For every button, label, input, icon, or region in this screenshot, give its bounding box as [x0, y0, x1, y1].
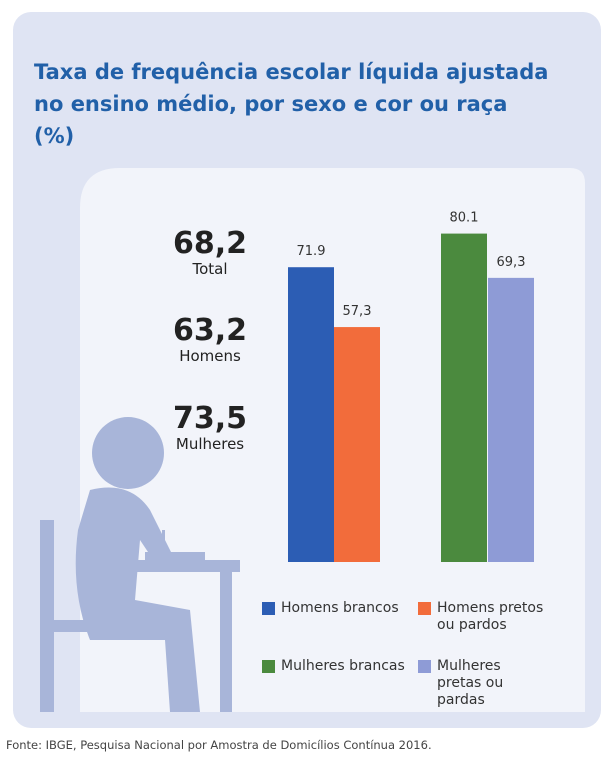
legend-item: Mulheres pretas ou pardas — [418, 658, 547, 709]
stat: 73,5 Mulheres — [140, 401, 280, 454]
value-label: 71.9 — [297, 244, 326, 259]
value-label: 69,3 — [497, 255, 526, 270]
stat-value: 73,5 — [172, 401, 248, 436]
legend-item: Mulheres brancas — [262, 658, 409, 675]
legend-label: Mulheres pretas ou pardas — [437, 658, 504, 708]
chart-title: Taxa de frequência escolar líquida ajust… — [34, 60, 549, 148]
stat-value: 68,2 — [172, 226, 248, 261]
legend-swatch — [262, 660, 275, 673]
stat-label: Total — [192, 260, 228, 278]
bar — [441, 233, 487, 562]
student-illustration — [40, 417, 240, 712]
source: Fonte: IBGE, Pesquisa Nacional por Amost… — [6, 738, 432, 752]
bar — [334, 327, 380, 562]
value-label: 57,3 — [343, 304, 372, 319]
legend-label: Homens brancos — [281, 600, 399, 616]
stat-label: Mulheres — [175, 435, 245, 453]
value-label: 80.1 — [450, 211, 479, 226]
stat-label: Homens — [179, 347, 241, 365]
legend-swatch — [418, 660, 431, 673]
legend-swatch — [262, 602, 275, 615]
bar — [288, 267, 334, 562]
legend-item: Homens brancos — [262, 600, 409, 617]
legend-item: Homens pretos ou pardos — [418, 600, 547, 634]
stat: 68,2 Total — [140, 226, 280, 279]
legend-label: Homens pretos ou pardos — [437, 600, 544, 633]
legend-label: Mulheres brancas — [281, 658, 405, 674]
stat: 63,2 Homens — [140, 313, 280, 366]
stat-value: 63,2 — [172, 313, 248, 348]
bar — [488, 277, 534, 562]
legend-swatch — [418, 602, 431, 615]
